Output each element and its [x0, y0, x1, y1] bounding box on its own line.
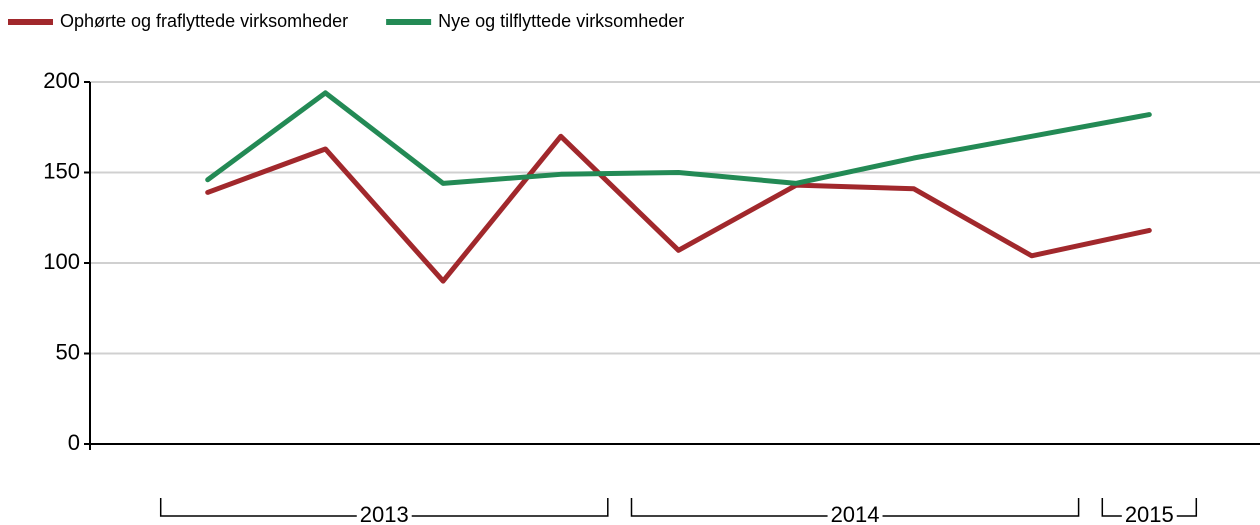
x-group-bracket — [630, 498, 1080, 517]
y-tick-label: 50 — [56, 339, 80, 364]
y-tick-label: 150 — [43, 158, 80, 183]
series-line — [205, 90, 1152, 186]
legend-label: Nye og tilflyttede virksomheder — [438, 11, 684, 31]
x-group-label: 2015 — [1125, 502, 1174, 525]
legend-label: Ophørte og fraflyttede virksomheder — [60, 11, 348, 31]
y-tick-label: 0 — [68, 430, 80, 455]
x-group-bracket — [1101, 498, 1198, 517]
x-group-label: 2013 — [360, 502, 409, 525]
x-group-bracket — [159, 498, 609, 517]
y-tick-label: 100 — [43, 249, 80, 274]
series-line — [205, 133, 1152, 284]
y-tick-label: 200 — [43, 68, 80, 93]
x-group-label: 2014 — [831, 502, 880, 525]
